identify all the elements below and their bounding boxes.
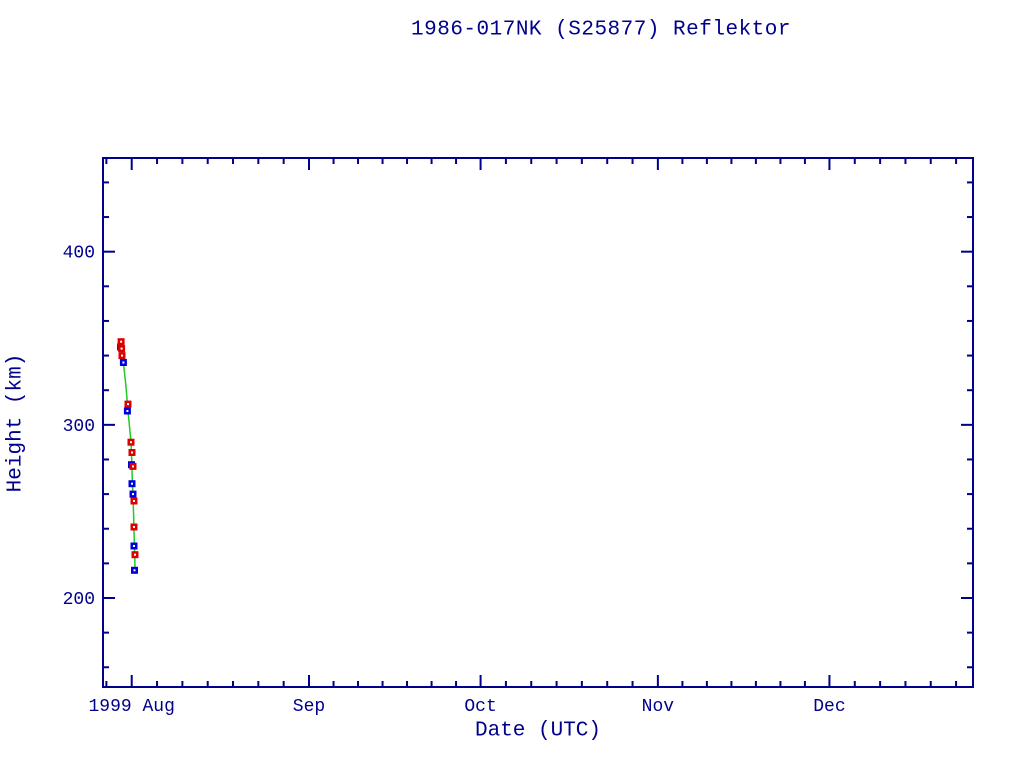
data-point-dot	[133, 545, 135, 547]
data-point-dot	[131, 482, 133, 485]
x-axis-label: Date (UTC)	[474, 719, 602, 743]
data-point-dot	[132, 493, 134, 496]
data-point-dot	[121, 354, 123, 357]
y-tick-label: 400	[63, 244, 95, 264]
chart-title: 1986-017NK (S25877) Reflektor	[411, 18, 791, 42]
data-point-dot	[133, 526, 135, 528]
x-tick-label: Dec	[813, 697, 845, 717]
data-point-dot	[130, 441, 132, 444]
x-tick-label: Sep	[293, 697, 325, 717]
data-point-dot	[120, 347, 123, 350]
data-point-dot	[134, 553, 136, 556]
x-tick-label: 1999 Aug	[88, 697, 174, 717]
x-tick-label: Oct	[464, 697, 496, 717]
data-point-dot	[120, 340, 123, 343]
data-point-dot	[132, 465, 134, 468]
y-tick-label: 300	[63, 417, 95, 437]
y-tick-label: 200	[63, 590, 95, 610]
data-point-dot	[133, 569, 136, 572]
plot-frame	[102, 157, 974, 688]
data-point-dot	[133, 500, 135, 502]
x-tick-label: Nov	[642, 697, 675, 717]
data-point-dot	[127, 403, 129, 406]
data-point-dot	[131, 451, 133, 454]
data-point-dot	[122, 361, 125, 364]
data-point-dot	[126, 410, 129, 412]
decay-fit-curve	[119, 339, 136, 574]
